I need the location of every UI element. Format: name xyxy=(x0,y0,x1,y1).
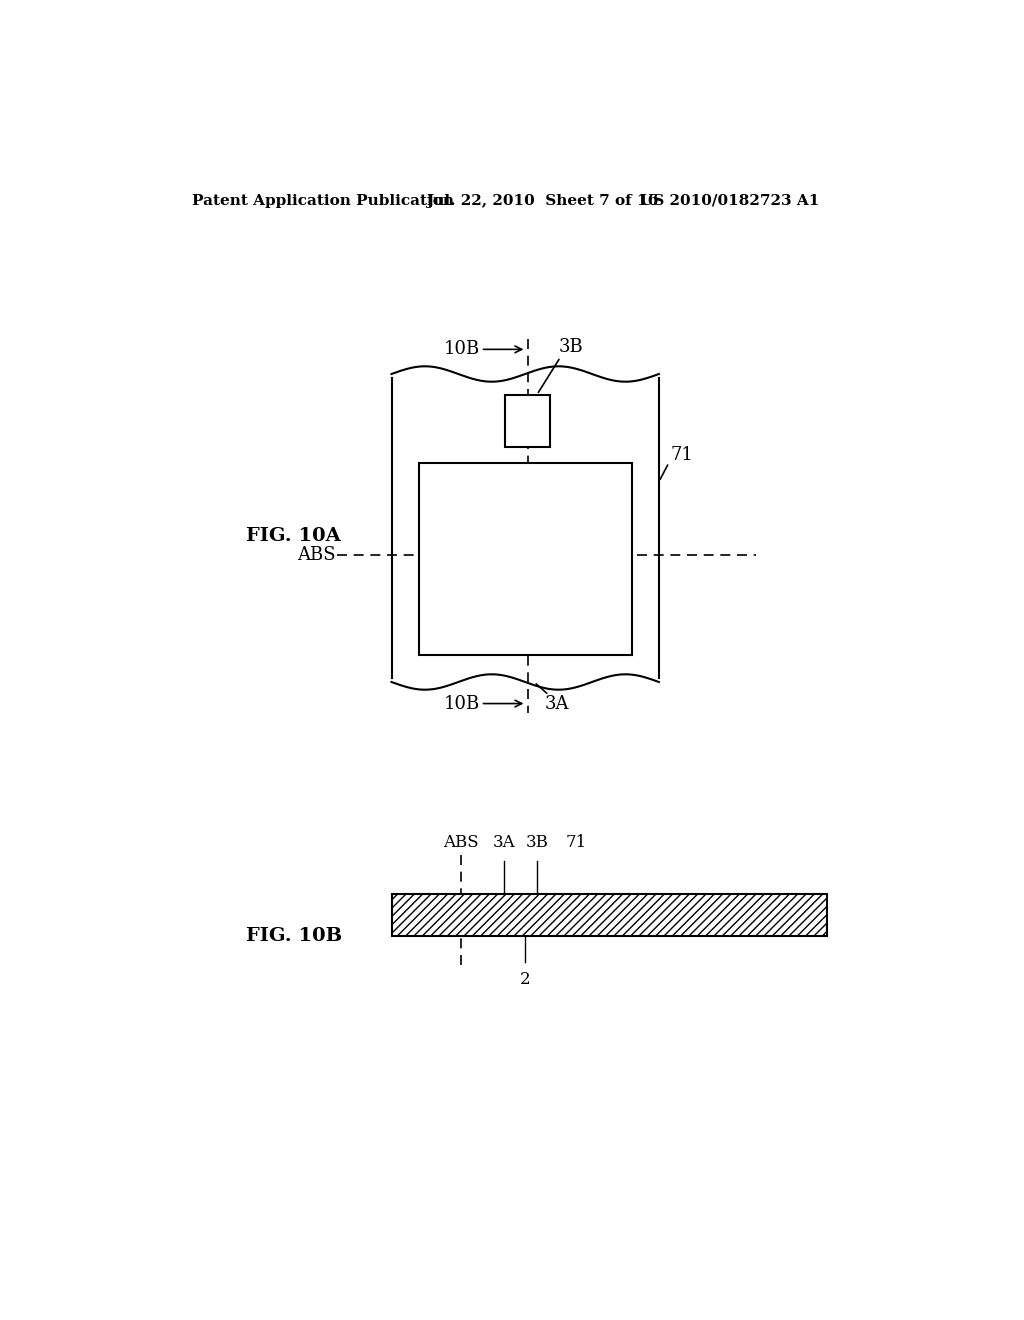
Text: 71: 71 xyxy=(671,446,693,463)
Text: Jul. 22, 2010  Sheet 7 of 16: Jul. 22, 2010 Sheet 7 of 16 xyxy=(426,194,658,207)
Text: US 2010/0182723 A1: US 2010/0182723 A1 xyxy=(640,194,819,207)
Text: 10B: 10B xyxy=(444,341,480,358)
Bar xyxy=(506,395,550,447)
Text: ABS: ABS xyxy=(297,546,336,564)
Text: 2: 2 xyxy=(519,970,530,987)
Text: 3B: 3B xyxy=(525,834,549,851)
Text: Patent Application Publication: Patent Application Publication xyxy=(191,194,454,207)
Text: ABS: ABS xyxy=(443,834,479,851)
Bar xyxy=(419,462,632,655)
Text: 71: 71 xyxy=(565,834,587,851)
Text: FIG. 10B: FIG. 10B xyxy=(246,927,342,945)
Text: 3A: 3A xyxy=(545,694,569,713)
Bar xyxy=(391,894,827,936)
Text: 3A: 3A xyxy=(493,834,515,851)
Text: FIG. 10A: FIG. 10A xyxy=(246,527,341,545)
Text: 3B: 3B xyxy=(559,338,584,356)
Text: 10B: 10B xyxy=(444,694,480,713)
